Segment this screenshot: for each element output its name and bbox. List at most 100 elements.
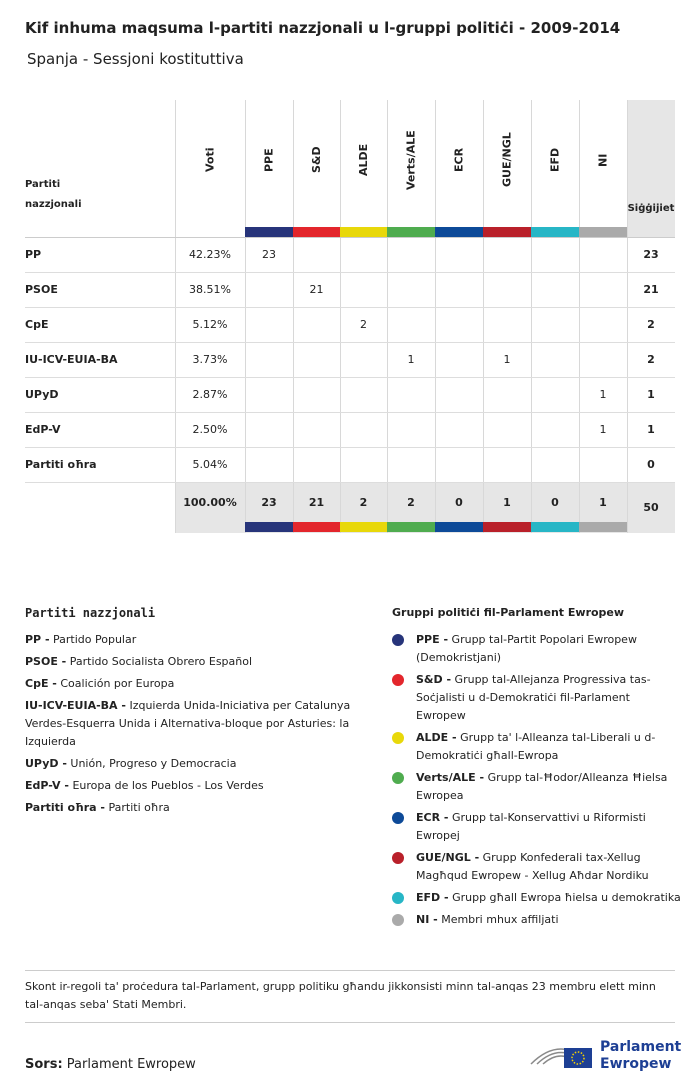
legend-item: PPE - Grupp tal-Partit Popolari Ewropew … — [392, 631, 682, 667]
seats-cell: 1 — [407, 353, 415, 366]
legend-item: EdP-V - Europa de los Pueblos - Los Verd… — [25, 777, 355, 795]
seats-cell: 1 — [599, 388, 607, 401]
legend-text: Partido Socialista Obrero Español — [69, 655, 253, 668]
legend-dot — [392, 852, 404, 864]
legend-term: EdP-V - — [25, 779, 69, 792]
total-seats: 21 — [308, 495, 325, 509]
total-seats: 0 — [455, 495, 463, 509]
group-color-bar — [293, 522, 340, 532]
legend-dot — [392, 732, 404, 744]
legend-dot — [392, 892, 404, 904]
votes-cell: 2.87% — [192, 388, 228, 401]
source-label: Sors: — [25, 1057, 63, 1072]
party-legend: PP - Partido Popular PSOE - Partido Socia… — [25, 631, 355, 821]
total-seats: 0 — [551, 495, 559, 509]
group-color-bar — [579, 227, 627, 237]
seats-cell: 21 — [309, 283, 324, 296]
total-seats: 2 — [359, 495, 368, 509]
legend-dot — [392, 772, 404, 784]
votes-cell: 2.50% — [192, 423, 228, 436]
group-color-bar — [387, 227, 435, 237]
legend-dot — [392, 812, 404, 824]
column-line — [340, 100, 341, 533]
party-cell: UPyD — [25, 388, 59, 401]
divider — [25, 1022, 675, 1023]
group-color-bar — [293, 227, 340, 237]
group-color-bar — [483, 227, 531, 237]
legend-item: Verts/ALE - Grupp tal-Ħodor/Alleanza Ħie… — [392, 769, 682, 805]
legend-text: Partiti oħra — [108, 801, 170, 814]
group-color-bar — [531, 227, 579, 237]
logo-text: Parlament Ewropew — [600, 1039, 681, 1073]
logo-icon — [530, 1048, 592, 1068]
group-color-bar — [435, 522, 483, 532]
column-header: Verts/ALE — [404, 130, 418, 190]
title: Kif inhuma maqsuma l-partiti nazzjonali … — [25, 19, 621, 37]
legend-title: Gruppi politiċi fil-Parlament Ewropew — [392, 606, 625, 619]
column-header: ALDE — [357, 143, 370, 177]
party-cell: CpE — [25, 318, 49, 331]
total-seats: 2 — [407, 495, 415, 509]
legend-text: Grupp għall Ewropa ħielsa u demokratika — [452, 891, 681, 904]
legend-dot — [392, 634, 404, 646]
row-line — [25, 272, 675, 273]
legend-term: IU-ICV-EUIA-BA - — [25, 699, 126, 712]
legend-text: Europa de los Pueblos - Los Verdes — [72, 779, 264, 792]
legend-text: Grupp Konfederali tax-Xellug Magħqud Ewr… — [416, 851, 649, 882]
group-color-bar — [531, 522, 579, 532]
source-text: Parlament Ewropew — [66, 1057, 196, 1072]
column-line — [245, 100, 246, 533]
legend-text: Partido Popular — [53, 633, 137, 646]
group-color-bar — [579, 522, 627, 532]
legend-term: ECR - — [416, 811, 449, 824]
column-line — [387, 100, 388, 533]
legend-item: EFD - Grupp għall Ewropa ħielsa u demokr… — [392, 889, 682, 907]
legend-item: UPyD - Unión, Progreso y Democracia — [25, 755, 355, 773]
group-color-bar — [340, 522, 387, 532]
legend-text: Unión, Progreso y Democracia — [70, 757, 237, 770]
group-color-bar — [340, 227, 387, 237]
source: Sors: Parlament Ewropew — [25, 1057, 196, 1072]
legend-item: Partiti oħra - Partiti oħra — [25, 799, 355, 817]
votes-cell: 38.51% — [189, 283, 231, 296]
column-line — [175, 100, 176, 533]
legend-item: NI - Membri mhux affiljati — [392, 911, 682, 929]
total-votes: 100.00% — [183, 495, 237, 509]
divider — [25, 970, 675, 971]
legend-text: Grupp ta' l-Alleanza tal-Liberali u d-De… — [416, 731, 656, 762]
note: Skont ir-regoli ta' proċedura tal-Parlam… — [25, 980, 656, 1011]
total-cell: 23 — [643, 248, 659, 261]
party-cell: IU-ICV-EUIA-BA — [25, 353, 118, 366]
row-line — [25, 447, 675, 448]
legend-term: Verts/ALE - — [416, 771, 485, 784]
party-cell: PSOE — [25, 283, 58, 296]
total-seats: 1 — [599, 495, 607, 509]
total-cell: 1 — [647, 388, 655, 401]
legend-term: NI - — [416, 913, 438, 926]
column-header: ECR — [452, 147, 466, 173]
legend-item: GUE/NGL - Grupp Konfederali tax-Xellug M… — [392, 849, 682, 885]
column-header: PPE — [262, 148, 276, 172]
column-header: EFD — [548, 147, 562, 173]
group-color-bar — [245, 227, 293, 237]
legend-item: PP - Partido Popular — [25, 631, 355, 649]
group-color-bar — [245, 522, 293, 532]
legend-dot — [392, 674, 404, 686]
column-header: NI — [596, 153, 610, 167]
votes-cell: 3.73% — [192, 353, 228, 366]
grand-total: 50 — [643, 501, 659, 514]
column-line — [293, 100, 294, 533]
table: Partiti nazzjonali Voti Siġġijiet PPE S&D ALD… — [25, 100, 675, 533]
seats-cell: 1 — [503, 353, 511, 366]
group-color-bar — [483, 522, 531, 532]
party-cell: Partiti oħra — [25, 458, 97, 471]
legend-dot — [392, 914, 404, 926]
column-header: Partiti nazzjonali — [25, 179, 82, 210]
row-line — [25, 482, 675, 483]
column-line — [531, 100, 532, 533]
legend-term: PPE - — [416, 633, 449, 646]
logo-line: Parlament — [600, 1039, 682, 1055]
row-line — [25, 412, 675, 413]
logo-line: Ewropew — [600, 1056, 672, 1072]
group-color-bar — [387, 522, 435, 532]
